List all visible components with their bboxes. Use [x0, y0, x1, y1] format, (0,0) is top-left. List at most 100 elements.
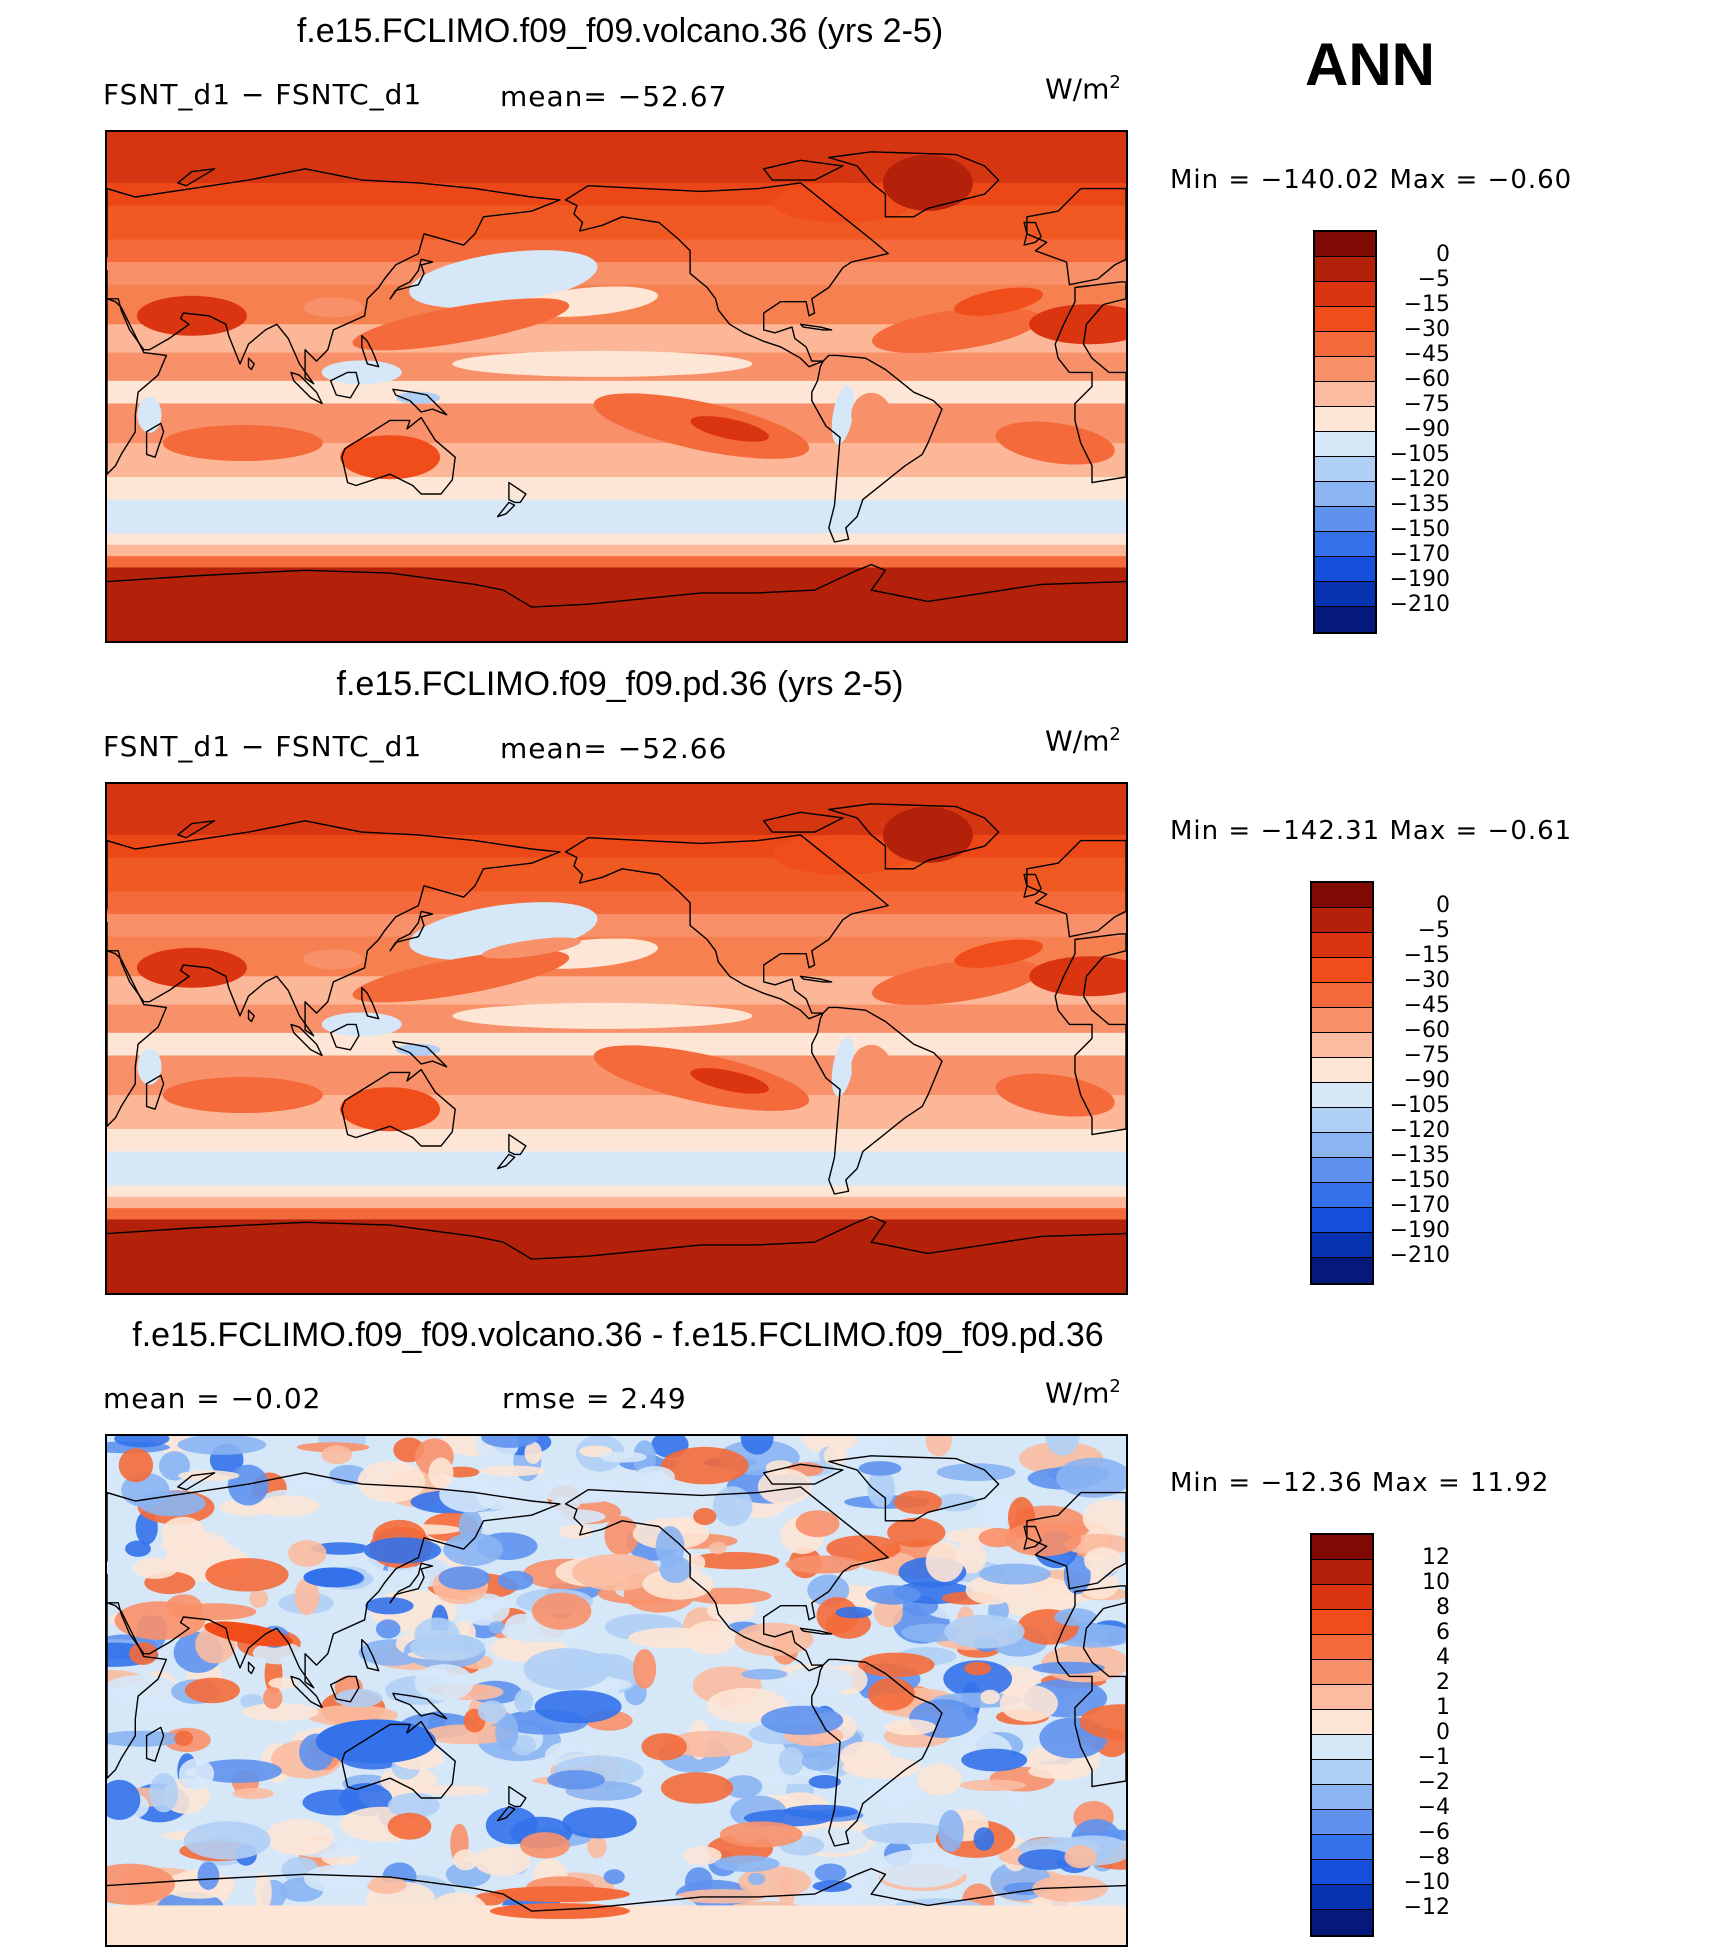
- field-band: [107, 891, 1126, 915]
- field-anomaly-blob: [916, 1763, 963, 1796]
- panel2-mean: mean= −52.66: [500, 732, 728, 765]
- coastline-arctic1: [763, 159, 844, 181]
- field-anomaly-blob: [1063, 1555, 1091, 1595]
- field-warm-region: [871, 306, 1041, 354]
- field-anomaly-blob: [823, 1445, 847, 1466]
- coastline-philip: [361, 334, 380, 368]
- field-anomaly-blob: [363, 1537, 442, 1564]
- colorbar-label: −30: [1403, 317, 1450, 342]
- field-anomaly-blob: [477, 1700, 506, 1723]
- field-anomaly-blob: [814, 1863, 847, 1883]
- coastline-africaW: [1054, 281, 1126, 484]
- field-anomaly-blob: [760, 1705, 844, 1735]
- colorbar-swatch: [1312, 1233, 1372, 1258]
- coastline-samerica: [811, 354, 943, 543]
- field-andes: [831, 385, 855, 445]
- field-desert: [136, 947, 247, 988]
- field-anomaly-blob: [125, 1540, 151, 1557]
- field-anomaly-blob: [628, 1627, 720, 1649]
- colorbar-label: −170: [1389, 542, 1450, 567]
- coastline-europeW: [1026, 1491, 1126, 1590]
- panel3-rmse: rmse = 2.49: [502, 1382, 687, 1415]
- colorbar-swatch: [1312, 1860, 1372, 1885]
- panel3-title: f.e15.FCLIMO.f09_f09.volcano.36 - f.e15.…: [132, 1316, 1104, 1354]
- field-china: [303, 949, 364, 970]
- colorbar-label: −60: [1403, 1018, 1450, 1043]
- colorbar-swatch: [1312, 1258, 1372, 1283]
- field-anomaly-blob: [642, 1568, 714, 1600]
- field-anomaly-blob: [785, 1555, 861, 1574]
- field-anomaly-blob: [641, 1733, 687, 1761]
- field-band: [107, 914, 1126, 938]
- panel1-units: W/m2: [1045, 72, 1121, 106]
- colorbar-label: −15: [1403, 292, 1450, 317]
- coastline-greenland: [828, 1455, 1000, 1522]
- colorbar-label: −60: [1403, 367, 1450, 392]
- field-anomaly-blob: [453, 1849, 478, 1871]
- coastline-uk: [1023, 1525, 1042, 1550]
- coastline-islands: [247, 357, 255, 371]
- field-anomaly-blob: [504, 1613, 540, 1640]
- field-anomaly-blob: [884, 1719, 937, 1736]
- colorbar-label: −90: [1403, 417, 1450, 442]
- colorbar-label: −135: [1389, 1143, 1450, 1168]
- field-band: [107, 1219, 1126, 1293]
- colorbar-swatch: [1312, 1785, 1372, 1810]
- field-anomaly-blob: [816, 1597, 859, 1635]
- field-anomaly-blob: [723, 1775, 763, 1799]
- colorbar-label: 10: [1422, 1570, 1450, 1595]
- field-anomaly-blob: [161, 1516, 206, 1548]
- panel2-units: W/m2: [1045, 724, 1121, 758]
- colorbar-swatch: [1312, 1108, 1372, 1133]
- field-anomaly-blob: [719, 1821, 803, 1848]
- field-anomaly-blob: [1045, 1436, 1080, 1456]
- field-greenland: [882, 806, 973, 863]
- colorbar-label: −6: [1417, 1820, 1450, 1845]
- field-desert: [340, 1087, 441, 1132]
- coastline-sumatra: [290, 371, 323, 405]
- colorbar-swatch: [1312, 1158, 1372, 1183]
- coastline-arctic2: [177, 820, 216, 839]
- field-anomaly-blob: [933, 1493, 978, 1512]
- colorbar-swatch: [1315, 257, 1375, 282]
- field-anomaly-blob: [943, 1660, 1013, 1698]
- field-anomaly-blob: [178, 1758, 215, 1790]
- colorbar-swatch: [1315, 357, 1375, 382]
- field-anomaly-blob: [375, 1619, 401, 1639]
- coastline-africaW: [1054, 933, 1126, 1136]
- panel1-minmax: Min = −140.02 Max = −0.60: [1170, 165, 1573, 195]
- colorbar-swatch: [1315, 332, 1375, 357]
- field-band: [107, 239, 1126, 263]
- field-anomaly-blob: [858, 1461, 902, 1476]
- colorbar-swatch: [1315, 307, 1375, 332]
- colorbar-swatch: [1315, 532, 1375, 557]
- colorbar-label: −5: [1417, 918, 1450, 943]
- colorbar-swatch: [1312, 1083, 1372, 1108]
- field-anomaly-blob: [1054, 1608, 1097, 1626]
- field-anomaly-blob: [114, 1436, 170, 1448]
- coastline-nz2: [496, 501, 516, 518]
- field-amazon: [851, 1044, 892, 1089]
- colorbar-label: 0: [1436, 1720, 1450, 1745]
- field-anomaly-blob: [232, 1787, 274, 1800]
- colorbar-swatch: [1312, 1760, 1372, 1785]
- coastline-antarctica: [107, 1215, 1126, 1260]
- colorbar-swatch: [1312, 1058, 1372, 1083]
- season-label: ANN: [1305, 31, 1435, 98]
- field-anomaly-blob: [520, 1832, 570, 1859]
- field-anomaly-blob: [241, 1703, 319, 1721]
- coastline-antarctica: [107, 563, 1126, 608]
- coastline-japan: [389, 258, 434, 300]
- panel1-colorbar: [1313, 230, 1377, 634]
- field-anomaly-blob: [294, 1577, 320, 1616]
- colorbar-swatch: [1312, 1133, 1372, 1158]
- colorbar-label: −90: [1403, 1068, 1450, 1093]
- colorbar-swatch: [1312, 933, 1372, 958]
- field-anomaly-blob: [183, 1821, 271, 1860]
- field-anomaly-blob: [138, 1490, 206, 1517]
- field-anomaly-blob: [268, 1677, 298, 1689]
- field-anomaly-blob: [778, 1746, 805, 1776]
- panel1-mean: mean= −52.67: [500, 80, 728, 113]
- colorbar-swatch: [1315, 607, 1375, 632]
- colorbar-label: −120: [1389, 1118, 1450, 1143]
